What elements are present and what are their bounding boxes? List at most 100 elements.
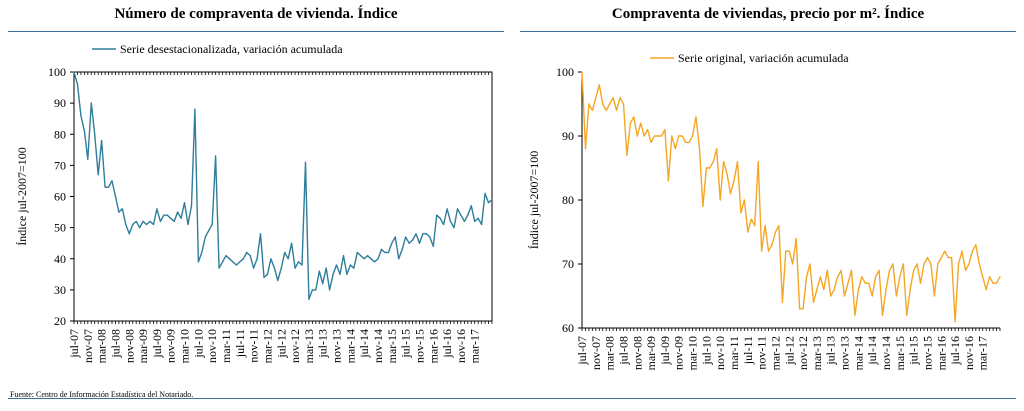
data-point [913,269,915,271]
data-point [726,173,728,175]
data-point [868,282,870,284]
data-point [246,251,248,254]
data-point [159,220,161,222]
data-point [861,276,863,278]
data-point [830,295,832,297]
data-point [190,205,193,207]
data-point [394,236,396,238]
data-point [481,223,483,226]
data-point [609,103,611,105]
data-point [995,282,998,284]
data-point [253,267,255,269]
data-point [180,217,182,219]
y-tick-label: 60 [562,321,574,335]
data-point [978,263,980,265]
chart-right-title-main: Compraventa de viviendas, precio por m².… [611,6,925,22]
data-point [671,135,673,137]
x-tick-label: mar-15 [385,329,399,363]
data-point [367,255,369,257]
data-point [885,289,887,291]
data-point [208,230,210,232]
data-point [816,289,818,291]
data-point [446,208,448,210]
data-point [405,236,407,238]
data-point [788,250,790,252]
data-point [232,261,234,263]
x-tick-label: mar-11 [219,329,233,363]
data-point [149,220,151,222]
data-point [709,167,711,169]
data-point [923,263,925,265]
data-point [698,148,701,150]
data-point [961,250,963,252]
footer-top-rule [8,398,1016,399]
x-tick-label: mar-11 [727,336,741,370]
data-point [678,135,680,137]
x-tick-label: mar-13 [302,329,316,363]
data-point [626,154,628,156]
x-tick-label: mar-17 [468,329,482,363]
data-point [94,133,96,135]
data-point [899,276,901,278]
data-point [695,116,697,118]
data-point [926,257,929,259]
data-point [491,199,493,201]
y-tick-label: 60 [54,190,66,204]
data-point [871,295,873,297]
data-point [629,122,631,124]
series-line [73,71,493,300]
x-tick-label: nov-15 [412,329,426,363]
chart-left-title: Número de compraventa de vivienda. Índic… [114,6,398,22]
data-point [702,205,704,207]
data-point [391,242,393,244]
data-point [335,264,338,266]
y-tick-label: 30 [54,283,66,297]
data-point [384,251,386,254]
data-point [377,258,379,260]
data-point [301,264,303,266]
data-point [422,233,424,235]
data-point [688,141,690,143]
y-tick-label: 80 [54,127,66,141]
x-tick-label: nov-07 [81,329,95,363]
y-tick-label: 90 [54,96,66,110]
x-tick-label: nov-15 [920,336,934,370]
source-note: Fuente: Centro de Información Estadístic… [10,390,194,399]
data-point [266,273,269,275]
data-point [795,237,797,239]
data-point [183,202,186,204]
data-point [291,242,293,244]
x-tick-label: mar-10 [178,329,192,363]
x-tick-label: nov-13 [330,329,344,363]
data-point [387,251,389,254]
legend-label: Serie desestacionalizada, variación acum… [120,42,343,56]
y-tick-label: 80 [562,193,574,207]
data-point [605,109,607,111]
data-point [895,295,897,297]
data-point [436,214,438,216]
data-point [875,276,877,278]
data-point [799,308,801,310]
data-point [339,273,341,275]
data-point [664,129,666,131]
x-tick-label: nov-08 [122,329,136,363]
data-point [633,116,635,118]
data-point [992,282,994,284]
data-point [833,289,835,291]
x-tick-label: jul-16 [948,336,962,366]
x-tick-label: jul-10 [191,329,205,359]
x-tick-label: nov-11 [247,329,261,363]
data-point [304,161,307,163]
y-tick-label: 40 [54,252,66,266]
x-tick-label: jul-11 [741,336,755,365]
x-tick-label: nov-12 [288,329,302,363]
data-point [463,220,465,222]
x-tick-label: jul-11 [233,329,247,358]
x-tick-label: jul-14 [865,336,879,366]
data-point [729,193,732,195]
x-tick-label: jul-13 [316,329,330,359]
data-point [951,257,953,259]
x-tick-label: jul-07 [575,336,589,366]
data-point [823,289,825,291]
data-point [259,233,262,235]
